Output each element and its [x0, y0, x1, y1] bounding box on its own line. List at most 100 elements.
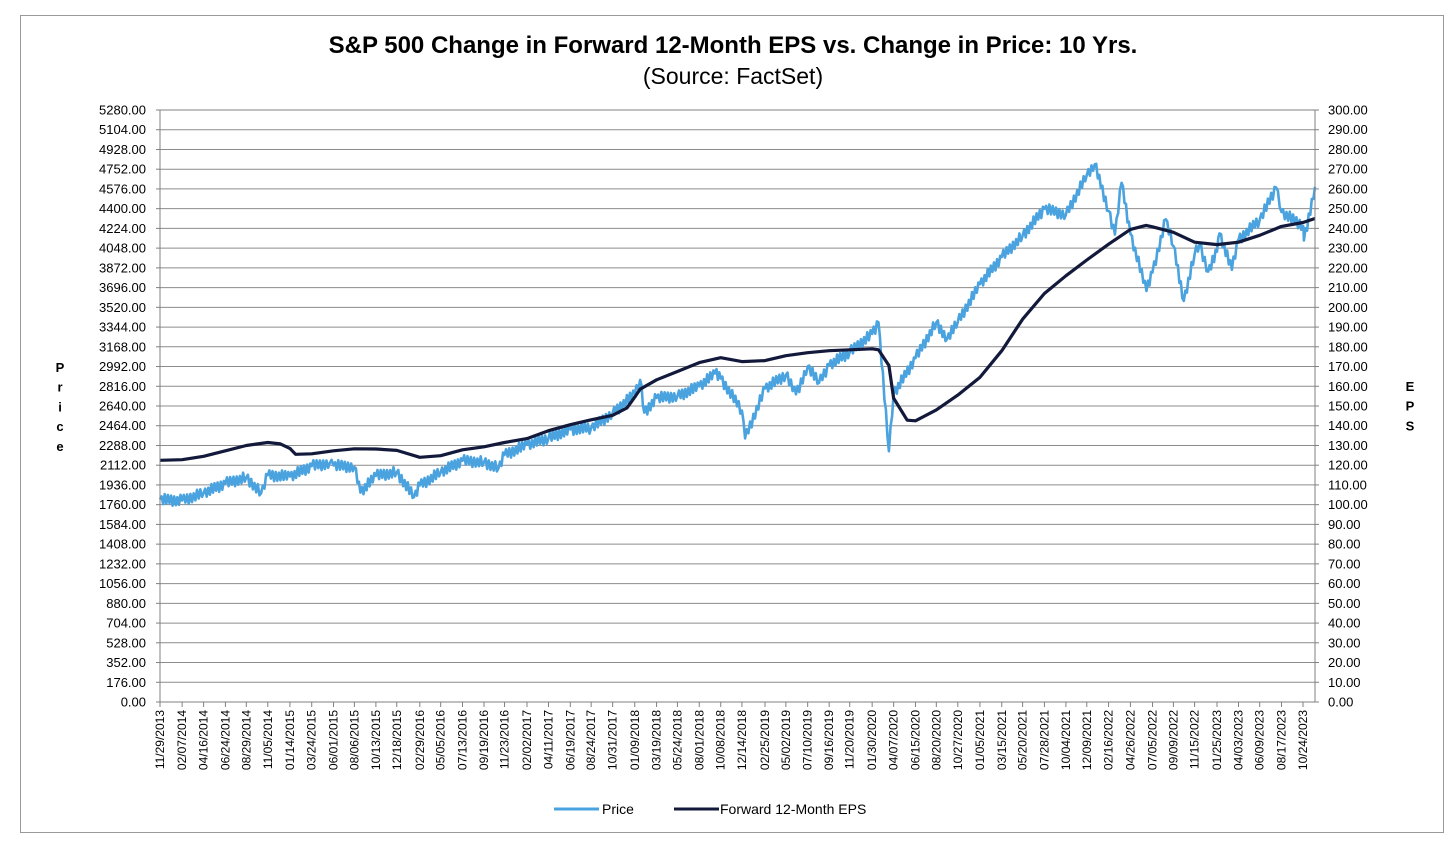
chart-frame	[20, 15, 1444, 833]
x-tick-label: 10/04/2021	[1059, 710, 1073, 770]
plot-area-border	[159, 109, 1316, 703]
x-tick-label: 02/29/2016	[413, 710, 427, 770]
y-tick-label-right: 260.00	[1328, 181, 1368, 196]
y-tick-label-right: 70.00	[1328, 556, 1361, 571]
x-tick-label: 10/27/2020	[951, 710, 965, 770]
y-axis-label-left: Price	[56, 360, 65, 454]
y-axis-label-left-char: P	[56, 360, 65, 375]
x-tick-label: 08/29/2014	[239, 710, 253, 770]
y-tick-label-left: 3872.00	[99, 260, 146, 275]
x-tick-label: 05/02/2019	[779, 710, 793, 770]
y-tick-label-left: 4224.00	[99, 221, 146, 236]
x-tick-label: 12/14/2018	[735, 710, 749, 770]
x-tick-label: 06/19/2017	[563, 710, 577, 770]
y-tick-label-right: 150.00	[1328, 399, 1368, 414]
x-tick-label: 12/18/2015	[390, 710, 404, 770]
y-tick-label-left: 1056.00	[99, 576, 146, 591]
y-tick-label-left: 1936.00	[99, 477, 146, 492]
x-tick-label: 04/07/2020	[887, 710, 901, 770]
y-tick-label-right: 210.00	[1328, 280, 1368, 295]
x-tick-label: 04/26/2022	[1123, 710, 1137, 770]
y-tick-label-left: 1760.00	[99, 497, 146, 512]
x-tick-label: 03/19/2018	[650, 710, 664, 770]
x-tick-label: 02/07/2014	[175, 710, 189, 770]
y-tick-label-left: 4400.00	[99, 201, 146, 216]
x-tick-label: 06/15/2020	[909, 710, 923, 770]
x-tick-label: 08/24/2017	[584, 710, 598, 770]
y-tick-label-right: 0.00	[1328, 695, 1353, 710]
y-axis-label-left-char: e	[56, 439, 63, 454]
y-tick-label-left: 2112.00	[100, 458, 146, 473]
y-tick-label-left: 4048.00	[99, 241, 146, 256]
x-tick-label: 04/16/2014	[197, 710, 211, 770]
x-tick-label: 02/16/2022	[1102, 710, 1116, 770]
legend: Price Forward 12-Month EPS	[554, 801, 866, 817]
y-tick-label-right: 280.00	[1328, 142, 1368, 157]
x-tick-label: 05/05/2016	[434, 710, 448, 770]
y-tick-label-right: 50.00	[1328, 596, 1361, 611]
series-lines	[158, 162, 1317, 507]
y-tick-label-left: 2992.00	[99, 359, 146, 374]
x-tick-label: 02/25/2019	[758, 710, 772, 770]
y-axis-label-left-char: i	[58, 399, 62, 414]
y-tick-label-left: 3520.00	[99, 300, 146, 315]
x-tick-label: 06/01/2015	[327, 710, 341, 770]
y-tick-label-left: 1232.00	[99, 556, 146, 571]
x-tick-label: 01/30/2020	[865, 710, 879, 770]
y-tick-label-right: 30.00	[1328, 635, 1361, 650]
y-tick-label-right: 270.00	[1328, 162, 1368, 177]
y-tick-label-right: 40.00	[1328, 616, 1361, 631]
x-tick-label: 06/24/2014	[218, 710, 232, 770]
y-tick-label-right: 200.00	[1328, 300, 1368, 315]
x-tick-label: 11/05/2014	[261, 710, 275, 769]
x-tick-label: 09/19/2016	[477, 710, 491, 770]
y-tick-label-left: 1408.00	[99, 537, 146, 552]
y-tick-label-right: 90.00	[1328, 517, 1361, 532]
y-tick-label-right: 160.00	[1328, 379, 1368, 394]
y-tick-label-right: 170.00	[1328, 359, 1368, 374]
y-tick-label-right: 140.00	[1328, 418, 1368, 433]
y-tick-label-left: 4752.00	[99, 162, 146, 177]
legend-label-price: Price	[602, 801, 634, 817]
y-tick-label-right: 20.00	[1328, 655, 1361, 670]
y-tick-label-left: 4928.00	[99, 142, 146, 157]
y-tick-label-left: 3344.00	[99, 320, 146, 335]
y-tick-label-left: 1584.00	[99, 517, 146, 532]
x-axis: 11/29/2013 02/07/2014 04/16/2014 06/24/2014…	[153, 702, 1310, 770]
x-tick-label: 12/09/2021	[1080, 710, 1094, 770]
y-tick-label-right: 60.00	[1328, 576, 1361, 591]
x-tick-label: 08/20/2020	[929, 710, 943, 770]
y-tick-label-right: 290.00	[1328, 122, 1368, 137]
eps-line	[159, 216, 1316, 462]
y-tick-label-left: 2464.00	[99, 418, 146, 433]
chart-subtitle: (Source: FactSet)	[643, 63, 823, 89]
x-tick-label: 08/01/2018	[692, 710, 706, 770]
x-tick-label: 07/05/2022	[1146, 710, 1160, 770]
y-tick-label-left: 2640.00	[99, 399, 146, 414]
y-tick-label-left: 880.00	[106, 596, 146, 611]
y-tick-label-left: 5280.00	[99, 103, 146, 118]
y-tick-label-left: 528.00	[106, 635, 146, 650]
y-tick-label-right: 120.00	[1328, 458, 1368, 473]
x-tick-label: 10/24/2023	[1296, 710, 1310, 770]
x-tick-label: 05/24/2018	[670, 710, 684, 770]
x-tick-label: 01/25/2023	[1210, 710, 1224, 770]
legend-label-eps: Forward 12-Month EPS	[720, 801, 866, 817]
x-tick-label: 07/28/2021	[1037, 710, 1051, 770]
x-tick-label: 08/17/2023	[1275, 710, 1289, 770]
x-tick-label: 09/16/2019	[822, 710, 836, 770]
price-line	[158, 162, 1317, 507]
y-tick-label-right: 250.00	[1328, 201, 1368, 216]
y-tick-label-left: 2816.00	[99, 379, 146, 394]
y-tick-label-left: 352.00	[106, 655, 146, 670]
y-tick-label-right: 180.00	[1328, 339, 1368, 354]
x-tick-label: 01/05/2021	[973, 710, 987, 770]
y-axis-label-right: EPS	[1406, 379, 1415, 433]
y-tick-label-right: 220.00	[1328, 260, 1368, 275]
x-tick-label: 03/15/2021	[995, 710, 1009, 770]
x-tick-label: 11/15/2022	[1188, 710, 1202, 769]
x-tick-label: 01/09/2018	[628, 710, 642, 770]
y-tick-label-left: 4576.00	[99, 181, 146, 196]
x-tick-label: 02/02/2017	[520, 710, 534, 770]
